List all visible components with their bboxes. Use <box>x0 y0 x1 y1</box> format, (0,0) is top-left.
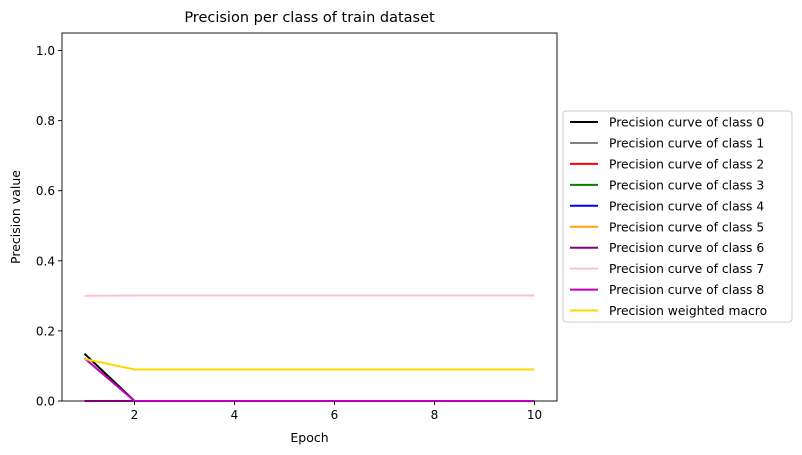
x-tick-label: 10 <box>527 408 542 422</box>
x-tick-label: 6 <box>331 408 339 422</box>
series-layer <box>83 294 535 402</box>
series-line-9 <box>84 357 535 371</box>
x-tick-label: 2 <box>131 408 139 422</box>
y-tick-label: 0.2 <box>36 324 55 338</box>
legend-label-3: Precision curve of class 3 <box>609 178 764 192</box>
legend-label-0: Precision curve of class 0 <box>609 116 764 130</box>
legend-label-5: Precision curve of class 5 <box>609 220 764 234</box>
legend-label-9: Precision weighted macro <box>609 304 767 318</box>
legend-label-4: Precision curve of class 4 <box>609 199 764 213</box>
legend-label-8: Precision curve of class 8 <box>609 283 764 297</box>
legend: Precision curve of class 0 Precision curv… <box>562 110 793 323</box>
y-tick-label: 0.0 <box>36 395 55 409</box>
y-tick-label: 1.0 <box>36 44 55 58</box>
legend-frame <box>562 110 793 323</box>
plot-area-frame <box>61 32 558 402</box>
y-tick-label: 0.6 <box>36 184 55 198</box>
x-tick-label: 4 <box>231 408 239 422</box>
legend-label-1: Precision curve of class 1 <box>609 136 764 150</box>
x-axis-ticks: 2 4 6 8 10 <box>131 401 542 422</box>
legend-label-6: Precision curve of class 6 <box>609 241 764 255</box>
series-line-8 <box>83 357 535 402</box>
chart-title: Precision per class of train dataset <box>184 10 435 26</box>
series-line-0 <box>83 352 535 402</box>
x-axis-label: Epoch <box>290 430 328 445</box>
legend-label-7: Precision curve of class 7 <box>609 262 764 276</box>
y-axis-ticks: 0.0 0.2 0.4 0.6 0.8 1.0 <box>36 44 62 409</box>
y-axis-label: Precision value <box>8 170 23 264</box>
legend-label-2: Precision curve of class 2 <box>609 157 764 171</box>
x-tick-label: 8 <box>431 408 439 422</box>
y-tick-label: 0.4 <box>36 254 55 268</box>
y-tick-label: 0.8 <box>36 114 55 128</box>
